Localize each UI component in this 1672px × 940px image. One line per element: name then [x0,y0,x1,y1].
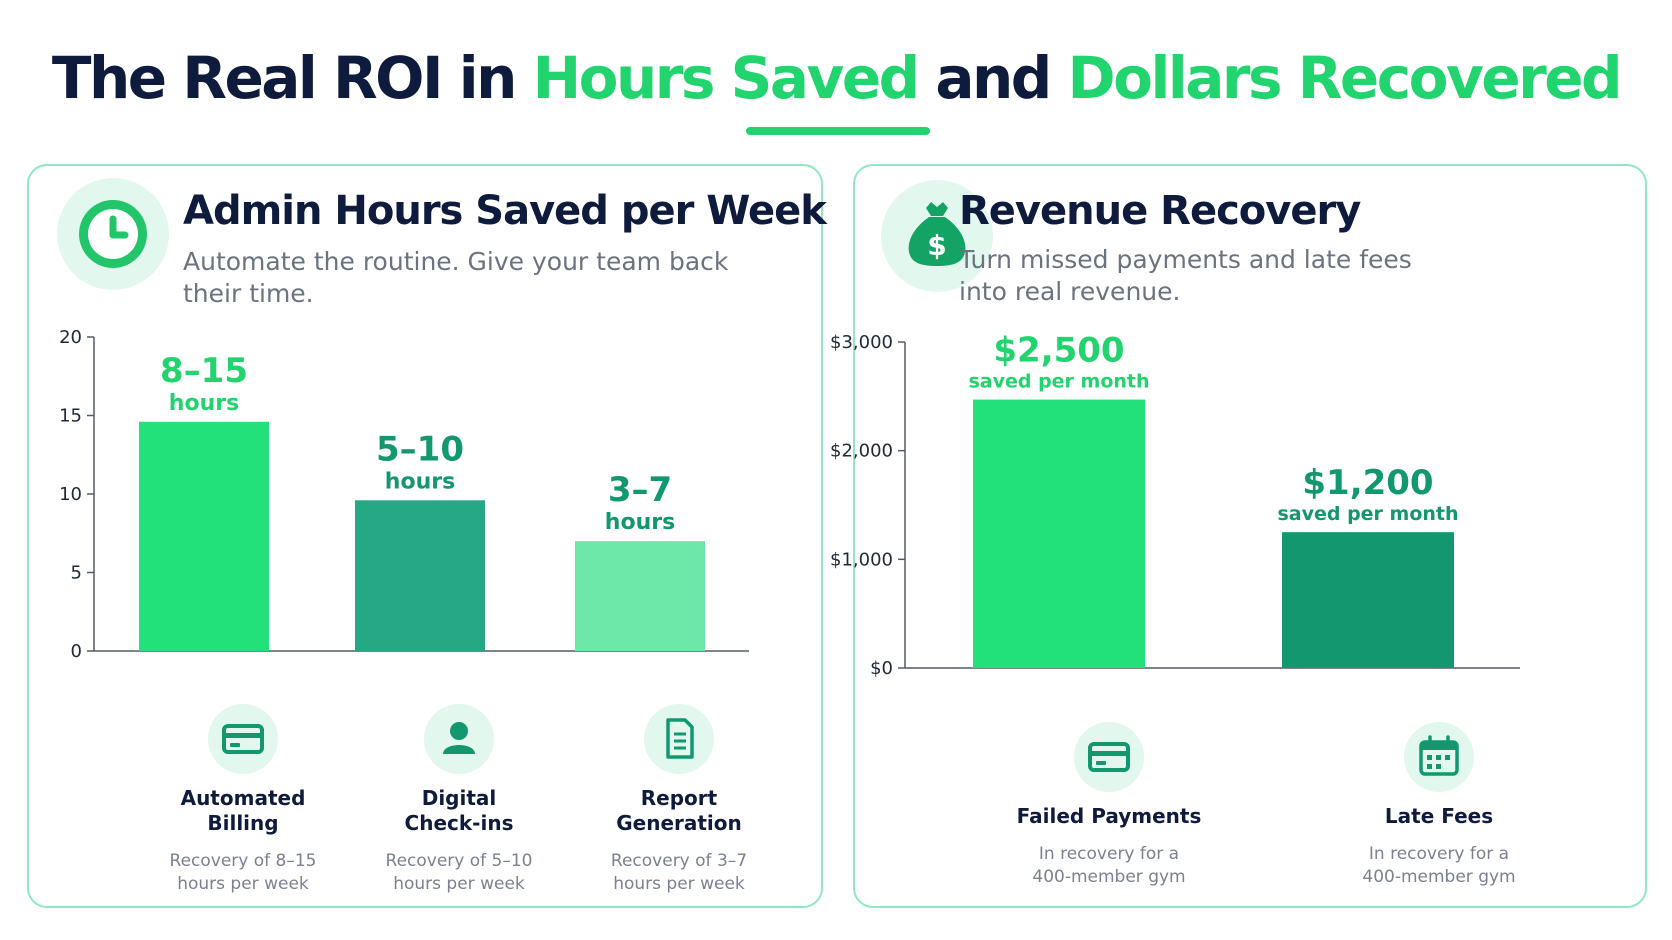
title-part-2: and [917,44,1068,112]
calendar-icon [1404,722,1474,792]
title-highlight-hours: Hours Saved [532,44,921,112]
bar-1 [973,399,1145,668]
category-description: Recovery of 5–10 hours per week [385,851,533,894]
revenue-panel-title: Revenue Recovery [959,188,1361,234]
page-title: The Real ROI in Hours Saved and Dollars … [0,44,1672,112]
category-automated-billing: Automated Billing Recovery of 8–15 hours… [123,704,363,896]
svg-text:$: $ [927,229,946,262]
y-tick-label: 5 [71,563,82,584]
y-tick-label: 10 [59,484,82,505]
bar-unit-label: hours [605,510,675,535]
category-label: Digital Check-ins [404,786,514,835]
bar-2 [1282,532,1454,668]
category-description: In recovery for a 400-member gym [1362,844,1516,887]
category-label: Late Fees [1384,804,1494,828]
title-highlight-dollars: Dollars Recovered [1067,44,1623,112]
title-part-1: The Real ROI in [51,44,533,112]
bar-unit-label: hours [385,469,455,494]
category-description: Recovery of 8–15 hours per week [169,851,317,894]
title-underline [746,127,930,135]
bar-2 [355,500,485,651]
y-tick-label: 15 [59,406,82,427]
clock-icon [57,178,169,290]
category-digital-check-ins: Digital Check-ins Recovery of 5–10 hours… [339,704,579,896]
bar-value-label: 5–10 [376,429,464,469]
category-label: Automated Billing [180,786,306,835]
bar-value-label: 3–7 [608,470,672,510]
revenue-panel-subtitle: Turn missed payments and late fees into … [959,245,1412,306]
hours-panel: Admin Hours Saved per Week Automate the … [27,164,827,908]
bar-unit-label: saved per month [1277,503,1458,525]
y-tick-label: $2,000 [830,441,893,462]
user-icon [424,704,494,774]
y-tick-label: $0 [870,658,893,679]
hours-panel-title: Admin Hours Saved per Week [183,188,827,234]
bar-value-label: 8–15 [160,351,248,391]
category-failed-payments: Failed Payments In recovery for a 400-me… [989,722,1229,889]
y-tick-label: $3,000 [830,332,893,353]
category-description: In recovery for a 400-member gym [1032,844,1186,887]
hours-panel-subtitle: Automate the routine. Give your team bac… [183,247,729,308]
bar-unit-label: hours [169,391,239,416]
bar-unit-label: saved per month [968,371,1149,393]
category-label: Failed Payments [1016,804,1202,828]
bar-value-label: $2,500 [993,331,1124,371]
category-late-fees: Late Fees In recovery for a 400-member g… [1319,722,1559,889]
y-tick-label: $1,000 [830,549,893,570]
category-report-generation: Report Generation Recovery of 3–7 hours … [559,704,799,896]
bar-1 [139,421,269,651]
category-description: Recovery of 3–7 hours per week [610,851,748,894]
revenue-panel: $ Revenue Recovery Turn missed payments … [830,164,1647,908]
bar-value-label: $1,200 [1302,463,1433,503]
category-label: Report Generation [616,786,742,835]
money-bag-icon: $ [881,180,993,292]
document-icon [644,704,714,774]
y-tick-label: 20 [59,327,82,348]
y-tick-label: 0 [71,641,82,662]
credit-card-icon [1074,722,1144,792]
credit-card-icon [208,704,278,774]
bar-3 [575,541,705,651]
